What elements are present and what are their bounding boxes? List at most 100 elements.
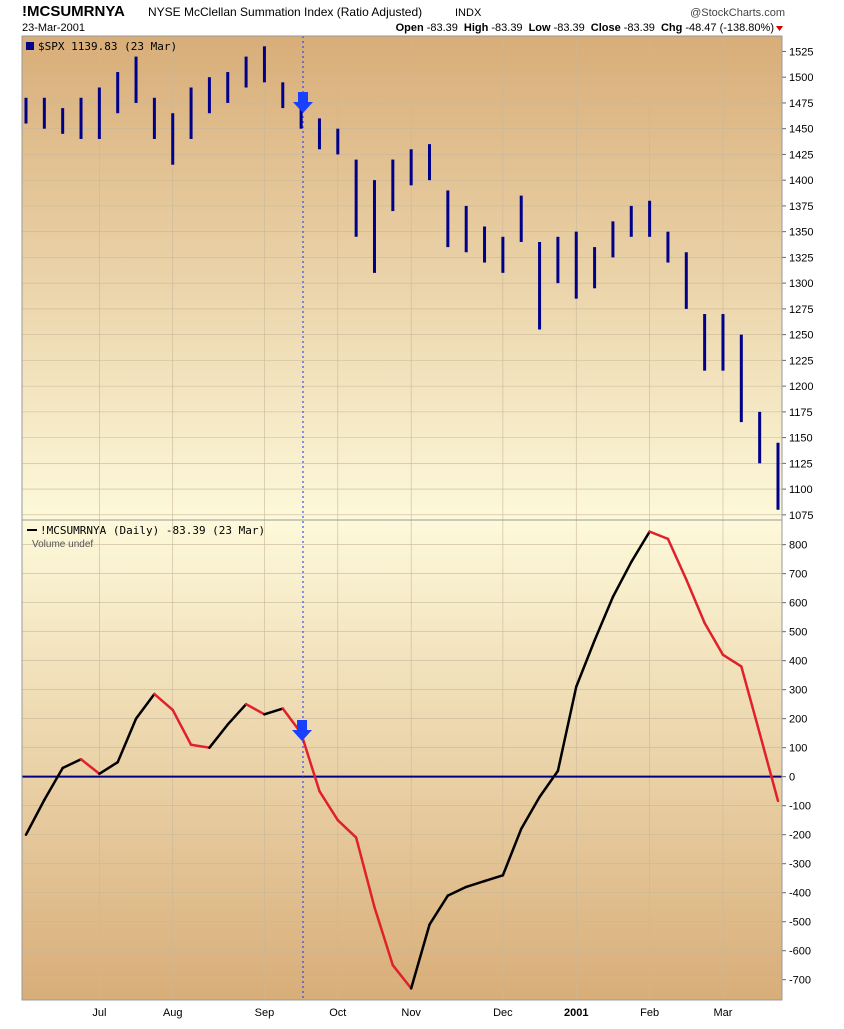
line-segment [446,885,468,897]
quote-value: -83.39 [624,22,655,34]
legend: $SPX 1139.83 (23 Mar) [38,40,177,53]
y-tick-label: 1375 [789,201,813,213]
y-tick-label: 300 [789,685,807,697]
x-tick-label: Aug [163,1007,183,1019]
line-segment [483,874,505,883]
line-segment [263,707,285,716]
line-segment [244,702,266,716]
legend-swatch [26,42,34,50]
quote-value: -83.39 [427,22,458,34]
y-tick-label: 1100 [789,484,813,496]
line-segment [464,879,486,889]
line-segment [98,760,119,776]
line-segment [208,723,230,749]
frame [21,35,783,1001]
y-tick-label: 1300 [789,278,813,290]
y-tick-label: 1125 [789,458,813,470]
y-tick-label: 1425 [789,149,813,161]
line-segment [630,530,651,564]
x-tick-label: Mar [713,1007,732,1019]
quote-value: -83.39 [554,22,585,34]
line-segment [721,653,743,668]
line-segment [593,595,615,642]
line-segment [79,758,101,776]
line-segment [538,769,560,799]
panel-bottom [22,520,782,1000]
y-tick-label: -700 [789,975,811,987]
date: 23-Mar-2001 [22,22,85,34]
line-segment [428,894,450,926]
line-segment [354,836,376,909]
line-segment [519,795,541,831]
quote-value: -83.39 [491,22,522,34]
y-tick-label: 1325 [789,252,813,264]
y-tick-label: -500 [789,917,811,929]
exchange: INDX [455,7,482,19]
down-arrow [776,26,783,31]
sublegend: Volume undef [32,539,93,550]
x-tick-label: Jul [92,1007,106,1019]
brand: @StockCharts.com [690,7,785,19]
arrow [292,720,312,741]
quote-value: -48.47 (-138.80%) [685,22,774,34]
line-segment [556,685,578,773]
y-tick-label: 1400 [789,175,813,187]
quote-label: Close [591,22,621,34]
y-tick-label: 400 [789,656,807,668]
y-tick-label: 1500 [789,72,813,84]
line-segment [611,560,633,599]
line-segment [299,731,321,793]
line-segment [24,798,46,836]
y-tick-label: 1250 [789,330,813,342]
y-tick-label: 1525 [789,46,813,58]
panel-top [22,36,782,520]
index-name: NYSE McClellan Summation Index (Ratio Ad… [148,5,422,19]
y-tick-label: 1175 [789,407,813,419]
line-segment [189,743,211,749]
y-tick-label: -200 [789,830,811,842]
y-tick-label: 1075 [789,510,813,522]
y-tick-label: 100 [789,743,807,755]
y-tick-label: 500 [789,627,807,639]
line-segment [171,708,193,747]
y-tick-label: -600 [789,946,811,958]
y-tick-label: -100 [789,801,811,813]
line-segment [373,905,395,967]
line-segment [336,818,358,839]
y-tick-label: 200 [789,714,807,726]
line-segment [116,717,138,764]
quote-label: Chg [661,22,682,34]
arrow [293,92,313,113]
x-tick-label: Nov [401,1007,421,1019]
line-segment [648,530,670,541]
line-segment [740,665,761,735]
line-segment [666,537,688,581]
x-tick-label: Oct [329,1007,346,1019]
line-segment [703,621,725,657]
line-segment [153,692,174,712]
y-tick-label: 1450 [789,124,813,136]
y-tick-label: 800 [789,540,807,552]
quote: Open -83.39 High -83.39 Low -83.39 Close -83.39… [396,22,774,34]
y-tick-label: -300 [789,859,811,871]
x-tick-label: Dec [493,1007,513,1019]
line-segment [226,702,248,726]
grid [22,36,786,1000]
y-tick-label: 600 [789,598,807,610]
y-tick-label: 0 [789,772,795,784]
line-segment [318,789,340,822]
y-tick-label: 1150 [789,433,813,445]
line-segment [134,692,156,720]
x-tick-label: Feb [640,1007,659,1019]
y-tick-label: 700 [789,569,807,581]
quote-label: High [464,22,489,34]
y-tick-label: 1475 [789,98,813,110]
line-segment [501,827,523,877]
legend: !MCSUMRNYA (Daily) -83.39 (23 Mar) [40,524,265,537]
line-segment [574,639,596,689]
y-tick-label: 1275 [789,304,813,316]
line-segment [685,578,706,625]
line-segment [409,923,431,990]
line-segment [61,758,83,770]
